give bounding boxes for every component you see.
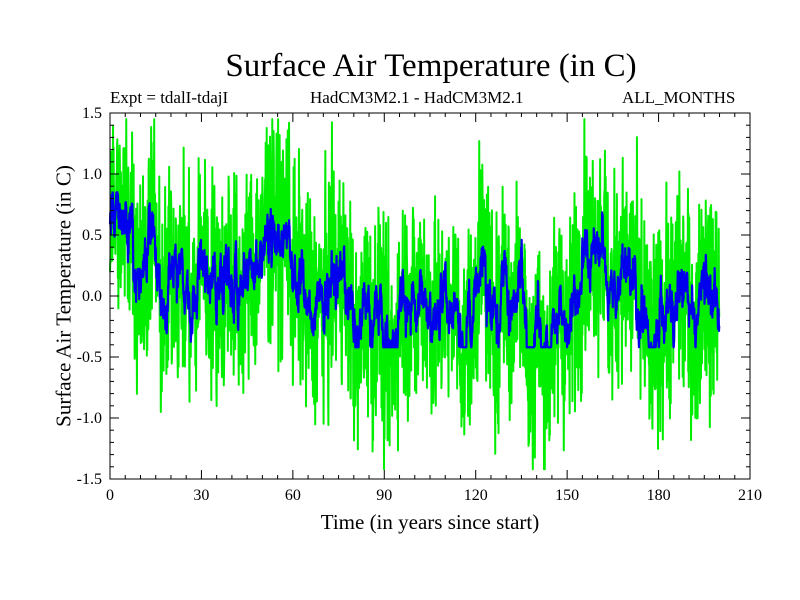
x-tick-label: 60 [285,487,301,504]
x-tick-label: 150 [555,487,579,504]
x-tick-label: 0 [106,487,114,504]
x-tick-label: 120 [464,487,488,504]
x-tick-label: 180 [647,487,671,504]
experiment-label: Expt = tdalI-tdajI [110,88,229,107]
x-axis-label: Time (in years since start) [320,510,540,534]
series-line-smoothed [108,191,721,349]
series-layer [108,118,721,471]
y-tick-label: 1.5 [82,105,102,122]
chart-title: Surface Air Temperature (in C) [225,48,637,84]
x-tick-label: 90 [376,487,392,504]
y-tick-label: 0.0 [82,288,102,305]
y-tick-label: -1.0 [77,410,102,427]
x-tick-label: 30 [193,487,209,504]
months-label: ALL_MONTHS [622,88,736,107]
y-axis-label: Surface Air Temperature (in C) [51,165,76,427]
y-tick-label: -0.5 [77,349,102,366]
y-tick-label: -1.5 [77,471,102,488]
model-label: HadCM3M2.1 - HadCM3M2.1 [310,88,524,107]
x-tick-label: 210 [738,487,762,504]
y-tick-label: 0.5 [82,227,102,244]
tick-layer: 0 30 60 90 120 150 180 210 -1.5 -1.0 -0.5 0.0 0.5 1.0… [77,105,762,504]
y-tick-label: 1.0 [82,166,102,183]
